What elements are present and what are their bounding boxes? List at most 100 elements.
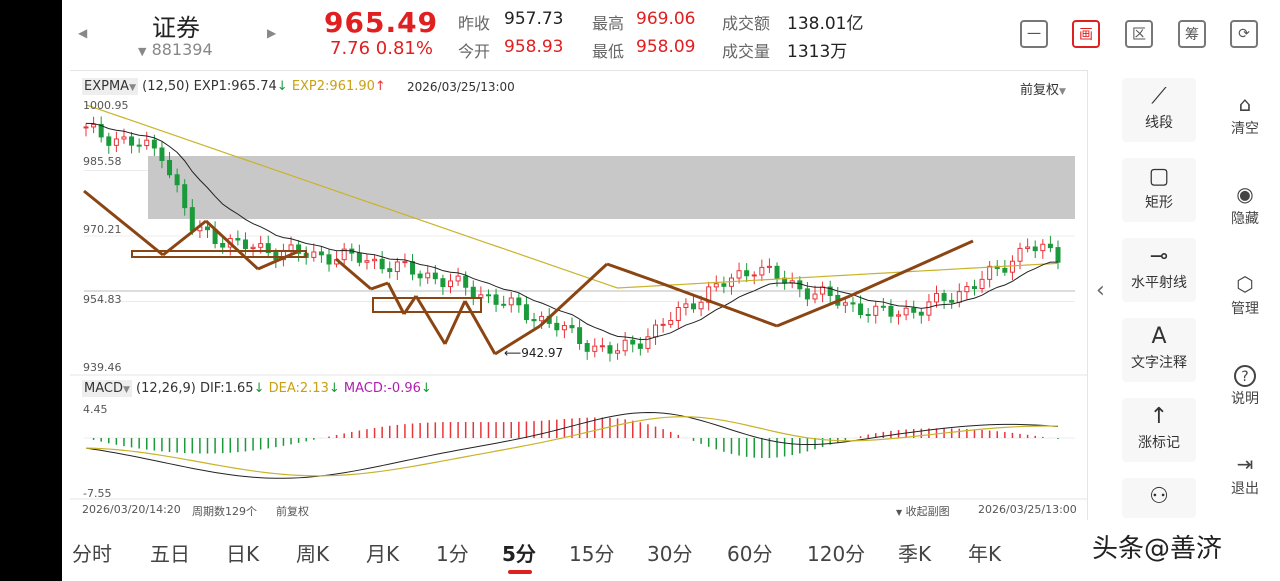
side-manage-button[interactable]: ⬡ 管理 — [1216, 270, 1274, 318]
landscape-icon[interactable]: ⟳ — [1230, 20, 1258, 48]
candle-body — [941, 293, 947, 301]
kline-chart-area[interactable]: EXPMA▼ (12,50) EXP1:965.74↓ EXP2:961.90↑… — [70, 70, 1087, 520]
tool-text-note[interactable]: A 文字注释 — [1122, 318, 1196, 382]
tab-week-k[interactable]: 周K — [296, 542, 330, 566]
candle-body — [1047, 243, 1053, 249]
candle-body — [979, 278, 985, 290]
indicator-select[interactable]: EXPMA▼ — [82, 78, 138, 95]
tab-60min[interactable]: 60分 — [727, 542, 773, 566]
candle-body — [296, 244, 302, 254]
tool-segment[interactable]: ⟋ 线段 — [1122, 78, 1196, 142]
tool-more[interactable]: ⚇ — [1122, 478, 1196, 518]
candle-body — [880, 305, 886, 308]
side-hide-button[interactable]: ◉ 隐藏 — [1216, 180, 1274, 228]
candle-body — [470, 286, 476, 299]
candle-body — [964, 286, 970, 293]
adjust-select[interactable]: 前复权▼ — [1020, 79, 1066, 98]
tool-up-mark[interactable]: ↑ 涨标记 — [1122, 398, 1196, 462]
tab-1min[interactable]: 1分 — [436, 542, 469, 566]
candle-body — [698, 301, 704, 310]
prev-stock-icon[interactable]: ◀ — [78, 26, 88, 40]
candle-body — [106, 136, 112, 146]
candle-body — [516, 297, 522, 306]
side-clear-button[interactable]: ⌂ 清空 — [1216, 90, 1274, 138]
candle-body — [493, 294, 499, 305]
candle-body — [402, 261, 408, 264]
candle-body — [1055, 247, 1061, 263]
trend-line-drawing — [443, 300, 467, 345]
macd-indicator-select[interactable]: MACD▼ — [82, 380, 132, 397]
candle-body — [485, 294, 491, 297]
candle-body — [774, 265, 780, 279]
chip-icon[interactable]: 筹 — [1178, 20, 1206, 48]
candle-body — [425, 272, 431, 279]
candle-body — [554, 322, 560, 331]
dif-value: DIF:1.65 — [199, 381, 254, 396]
collapse-panel-icon[interactable]: ‹ — [1096, 278, 1105, 303]
kline-chart[interactable] — [70, 71, 1087, 521]
tab-15min[interactable]: 15分 — [569, 542, 615, 566]
up-arrow-icon: ↑ — [1149, 404, 1169, 429]
indicator-name: EXPMA — [84, 79, 130, 94]
candle-body — [660, 323, 666, 326]
tab-fenshi[interactable]: 分时 — [72, 542, 112, 566]
candle-body — [896, 314, 902, 317]
stock-code[interactable]: ▼ 881394 — [138, 40, 213, 59]
box-drawing — [372, 297, 482, 313]
tab-season-k[interactable]: 季K — [898, 542, 932, 566]
minus-box-icon[interactable]: 一 — [1020, 20, 1048, 48]
trend-line-drawing — [83, 189, 164, 257]
tab-30min[interactable]: 30分 — [647, 542, 693, 566]
tab-wuri[interactable]: 五日 — [150, 542, 190, 566]
candle-body — [911, 307, 917, 313]
candle-body — [645, 336, 651, 349]
candle-body — [1017, 247, 1023, 262]
macd-params: (12,26,9) — [136, 381, 196, 396]
tab-day-k[interactable]: 日K — [226, 542, 260, 566]
tab-5min[interactable]: 5分 — [502, 542, 536, 566]
range-icon[interactable]: 区 — [1125, 20, 1153, 48]
candle-body — [523, 304, 529, 321]
candle-body — [129, 136, 135, 146]
active-tab-indicator — [508, 570, 532, 574]
candle-body — [653, 324, 659, 338]
candle-body — [675, 307, 681, 321]
candle-body — [797, 280, 803, 290]
tab-120min[interactable]: 120分 — [807, 542, 866, 566]
quote-label: 最低 — [592, 42, 625, 61]
candle-body — [151, 139, 157, 149]
candle-body — [372, 258, 378, 262]
candle-body — [759, 266, 765, 276]
candle-body — [926, 301, 932, 316]
candle-body — [850, 302, 856, 305]
tool-horizontal-ray[interactable]: ⊸ 水平射线 — [1122, 238, 1196, 302]
side-help-button[interactable]: ? 说明 — [1216, 360, 1274, 408]
side-exit-button[interactable]: ⇥ 退出 — [1216, 450, 1274, 498]
candle-body — [971, 286, 977, 290]
tab-month-k[interactable]: 月K — [366, 542, 400, 566]
side-label: 退出 — [1231, 481, 1259, 497]
app-window: ◀ ▶ 证券 ▼ 881394 965.49 7.76 0.81% 昨收 957… — [62, 0, 1280, 581]
candle-body — [265, 243, 271, 254]
rectangle-drawing[interactable] — [148, 156, 1075, 219]
candle-body — [182, 184, 188, 209]
user-drawings[interactable] — [83, 189, 974, 356]
candle-body — [410, 261, 416, 275]
candle-body — [144, 139, 150, 147]
tool-rectangle[interactable]: ▢ 矩形 — [1122, 158, 1196, 222]
candle-body — [531, 319, 537, 322]
manage-icon: ⬡ — [1236, 272, 1254, 296]
trend-line-drawing — [162, 219, 207, 257]
candle-body — [736, 270, 742, 279]
exit-icon: ⇥ — [1236, 452, 1254, 476]
dif-line — [85, 412, 1059, 479]
tab-year-k[interactable]: 年K — [968, 542, 1002, 566]
tool-glyph: 筹 — [1185, 27, 1199, 43]
candle-body — [189, 207, 195, 232]
draw-icon[interactable]: 画 — [1072, 20, 1100, 48]
collapse-subchart-button[interactable]: ▼ 收起副图 — [896, 503, 950, 519]
next-stock-icon[interactable]: ▶ — [267, 26, 277, 40]
candle-body — [827, 286, 833, 296]
candle-body — [637, 343, 643, 349]
side-label: 清空 — [1231, 121, 1259, 137]
